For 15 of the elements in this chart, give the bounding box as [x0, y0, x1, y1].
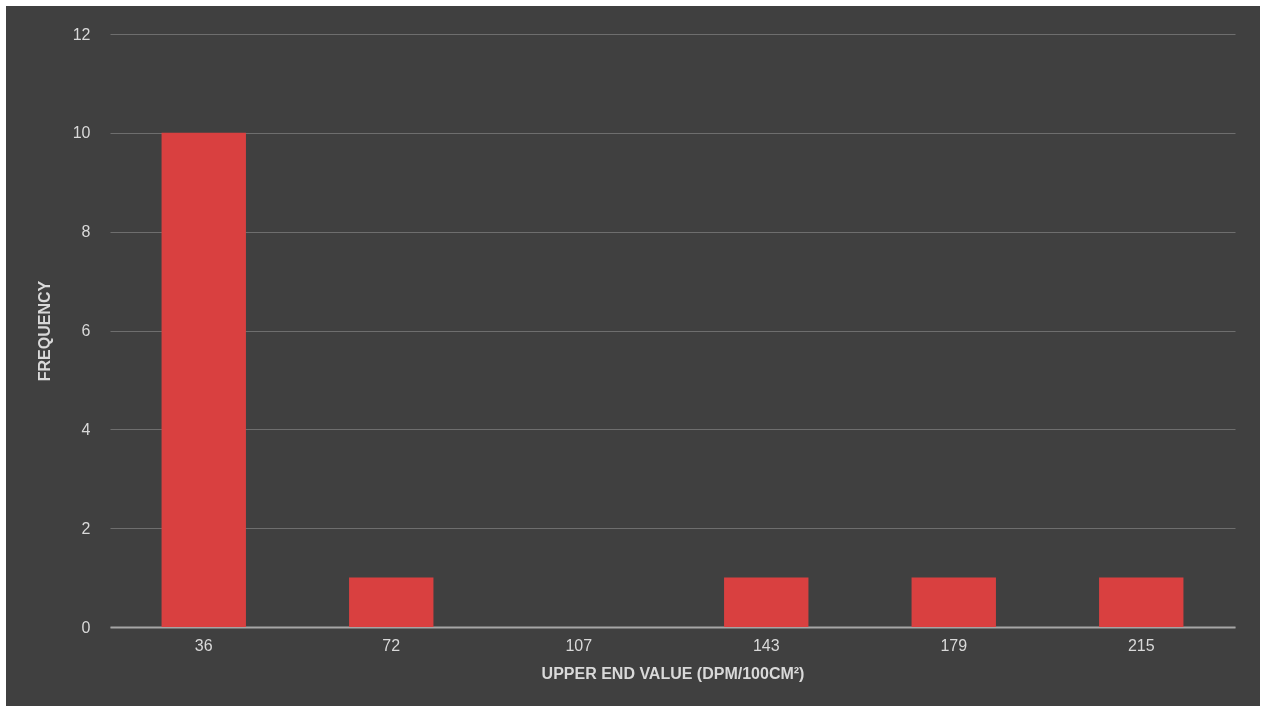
y-tick-label: 10: [72, 124, 91, 142]
y-tick-label: 12: [72, 25, 91, 43]
y-tick-label: 0: [81, 618, 91, 636]
x-tick-label: 36: [194, 636, 213, 654]
x-tick-label: 215: [1127, 636, 1155, 654]
y-tick-label: 2: [81, 519, 91, 537]
y-tick-label: 4: [81, 420, 91, 438]
y-axis-title: FREQUENCY: [35, 280, 53, 382]
x-tick-label: 72: [382, 636, 401, 654]
x-tick-label: 179: [940, 636, 968, 654]
x-tick-label: 143: [752, 636, 780, 654]
y-tick-label: 6: [81, 322, 91, 339]
y-tick-label: 8: [81, 223, 91, 241]
x-tick-label: 107: [565, 636, 593, 654]
x-axis-title: UPPER END VALUE (DPM/100CM²): [541, 664, 805, 682]
